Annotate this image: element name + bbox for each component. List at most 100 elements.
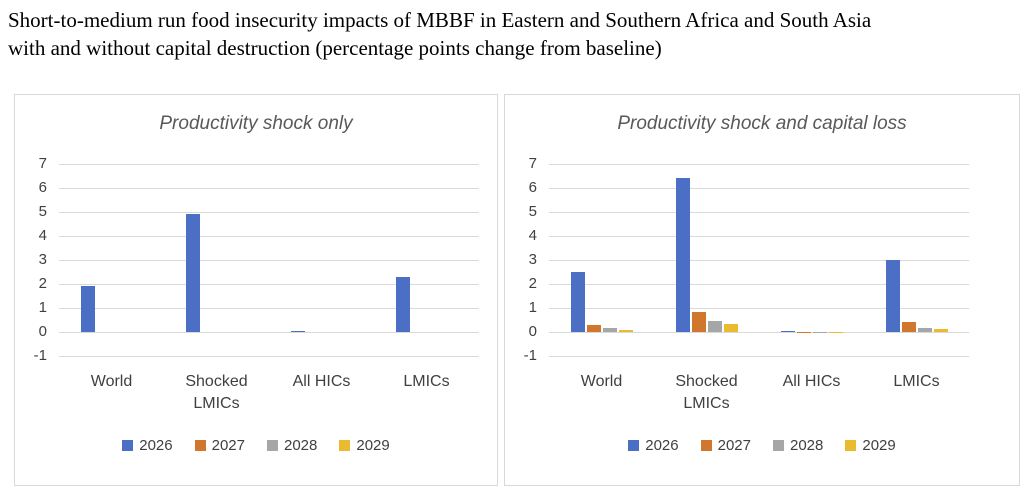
bar-2027-world bbox=[586, 324, 601, 332]
legend-marker-icon bbox=[628, 440, 640, 451]
figure-title: Short-to-medium run food insecurity impa… bbox=[0, 0, 1033, 62]
bar-2026-world bbox=[80, 286, 95, 332]
legend-marker-icon bbox=[773, 440, 784, 451]
legend: 2026 2027 2028 2029 bbox=[15, 437, 497, 454]
bar-2027-lmics bbox=[901, 322, 916, 332]
bar-2026-all-hics bbox=[290, 330, 305, 332]
legend-label: 2027 bbox=[211, 437, 245, 454]
bar-2028-world bbox=[602, 328, 617, 332]
x-axis-labels: World Shocked LMICs All HICs LMICs bbox=[549, 371, 969, 415]
y-axis-tick-label: 5 bbox=[528, 203, 537, 220]
y-axis-tick-label: 4 bbox=[528, 227, 537, 244]
chart-panel-productivity-shock-and-capital-loss: Productivity shock and capital loss 7 6 5 4 3… bbox=[504, 94, 1020, 486]
y-axis-tick-label: 1 bbox=[528, 299, 537, 316]
x-axis-category-label-world: World bbox=[580, 373, 623, 390]
gridline bbox=[549, 260, 969, 261]
gridline bbox=[549, 164, 969, 165]
y-axis-tick-label: 1 bbox=[38, 299, 47, 316]
bar-2026-lmics bbox=[395, 276, 410, 332]
x-axis-category-label-all-hics: All HICs bbox=[782, 373, 841, 390]
bar-2027-shocked-lmics bbox=[691, 311, 706, 332]
legend-label: 2028 bbox=[284, 437, 318, 454]
bar-2027-all-hics bbox=[796, 332, 811, 333]
x-axis-category-label-world: World bbox=[90, 373, 133, 390]
gridline bbox=[549, 308, 969, 309]
gridline bbox=[59, 188, 479, 189]
y-axis-tick-label: 6 bbox=[528, 179, 537, 196]
legend-marker-icon bbox=[194, 440, 206, 451]
gridline bbox=[549, 356, 969, 357]
legend-label: 2026 bbox=[139, 437, 173, 454]
bar-2029-all-hics bbox=[828, 332, 843, 333]
bar-2029-world bbox=[618, 330, 633, 332]
bar-2026-shocked-lmics bbox=[185, 214, 200, 332]
gridline bbox=[59, 308, 479, 309]
legend-label: 2028 bbox=[790, 437, 824, 454]
bar-2026-world bbox=[570, 272, 585, 332]
legend-item-2026: 2026 bbox=[122, 437, 173, 454]
legend-item-2027: 2027 bbox=[194, 437, 245, 454]
bar-2029-lmics bbox=[933, 329, 948, 332]
y-axis-tick-label: 0 bbox=[528, 323, 537, 340]
gridline bbox=[549, 212, 969, 213]
legend-marker-icon bbox=[267, 440, 278, 451]
legend-item-2027: 2027 bbox=[700, 437, 751, 454]
x-axis-category-label-all-hics: All HICs bbox=[292, 373, 351, 390]
bar-2026-lmics bbox=[885, 260, 900, 332]
charts-row: Productivity shock only 7 6 5 4 3 2 1 0 -1 World Sh… bbox=[14, 94, 1027, 486]
gridline bbox=[59, 284, 479, 285]
y-axis-tick-label: 7 bbox=[38, 155, 47, 172]
y-axis: 7 6 5 4 3 2 1 0 -1 bbox=[15, 155, 47, 364]
legend-label: 2029 bbox=[356, 437, 390, 454]
plot-area bbox=[549, 164, 969, 357]
legend-label: 2027 bbox=[717, 437, 751, 454]
gridline bbox=[59, 260, 479, 261]
y-axis-tick-label: 0 bbox=[38, 323, 47, 340]
figure-title-line1: Short-to-medium run food insecurity impa… bbox=[8, 8, 872, 32]
y-axis-tick-label: 5 bbox=[38, 203, 47, 220]
plot-area bbox=[59, 164, 479, 357]
chart-panel-productivity-shock-only: Productivity shock only 7 6 5 4 3 2 1 0 -1 World Sh… bbox=[14, 94, 498, 486]
gridline bbox=[549, 332, 969, 333]
y-axis-tick-label: 6 bbox=[38, 179, 47, 196]
x-axis-category-label-shocked-lmics: Shocked LMICs bbox=[675, 373, 738, 412]
gridline bbox=[59, 236, 479, 237]
bar-2028-shocked-lmics bbox=[707, 321, 722, 332]
chart-area: 7 6 5 4 3 2 1 0 -1 bbox=[505, 155, 1019, 364]
gridline bbox=[59, 164, 479, 165]
legend-item-2028: 2028 bbox=[773, 437, 823, 454]
bar-2028-all-hics bbox=[812, 332, 827, 334]
x-axis-labels: World Shocked LMICs All HICs LMICs bbox=[59, 371, 479, 415]
legend-item-2029: 2029 bbox=[845, 437, 896, 454]
legend-marker-icon bbox=[700, 440, 712, 451]
gridline bbox=[59, 332, 479, 333]
x-axis-category-label-shocked-lmics: Shocked LMICs bbox=[185, 373, 248, 412]
bar-2029-shocked-lmics bbox=[723, 323, 738, 332]
legend-marker-icon bbox=[339, 440, 351, 451]
bar-2026-shocked-lmics bbox=[675, 178, 690, 332]
y-axis-tick-label: -1 bbox=[523, 347, 537, 364]
y-axis-tick-label: 2 bbox=[38, 275, 47, 292]
y-axis-tick-label: 7 bbox=[528, 155, 537, 172]
gridline bbox=[549, 284, 969, 285]
x-axis-category-label-lmics: LMICs bbox=[403, 373, 450, 390]
x-axis-category-label-lmics: LMICs bbox=[893, 373, 940, 390]
gridline bbox=[59, 212, 479, 213]
legend-label: 2026 bbox=[645, 437, 679, 454]
y-axis-tick-label: 3 bbox=[528, 251, 537, 268]
legend-item-2026: 2026 bbox=[628, 437, 679, 454]
legend-item-2029: 2029 bbox=[339, 437, 390, 454]
legend-item-2028: 2028 bbox=[267, 437, 317, 454]
y-axis-tick-label: 3 bbox=[38, 251, 47, 268]
chart-area: 7 6 5 4 3 2 1 0 -1 bbox=[15, 155, 497, 364]
gridline bbox=[549, 236, 969, 237]
legend-label: 2029 bbox=[862, 437, 896, 454]
y-axis-tick-label: 2 bbox=[528, 275, 537, 292]
y-axis-tick-label: 4 bbox=[38, 227, 47, 244]
legend-marker-icon bbox=[122, 440, 134, 451]
y-axis-tick-label: -1 bbox=[33, 347, 47, 364]
chart-title: Productivity shock and capital loss bbox=[617, 113, 907, 134]
bar-2028-lmics bbox=[917, 327, 932, 332]
figure-title-line2: with and without capital destruction (pe… bbox=[8, 36, 662, 60]
legend: 2026 2027 2028 2029 bbox=[505, 437, 1019, 454]
